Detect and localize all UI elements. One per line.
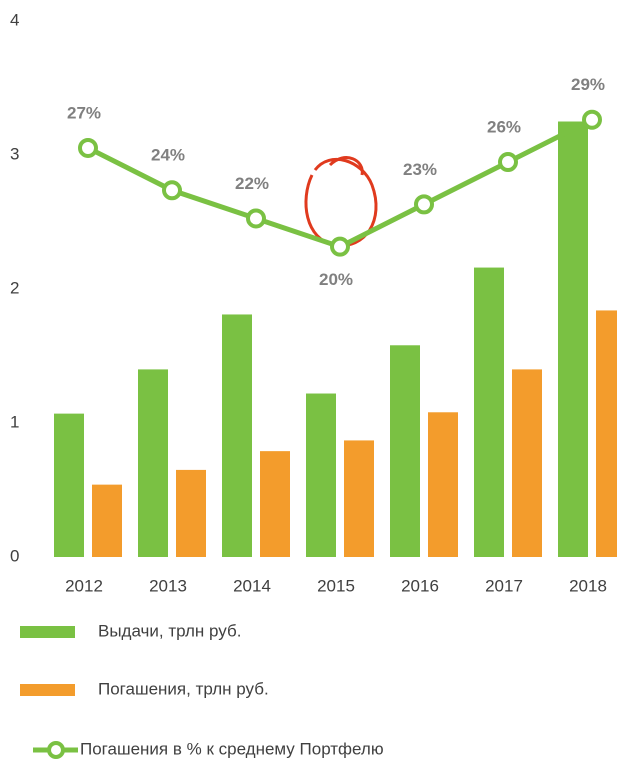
bar [260,451,290,557]
legend-label: Выдачи, трлн руб. [98,621,241,640]
line-marker [162,180,182,201]
bar [390,345,420,557]
bar [512,369,542,557]
data-label: 20% [319,270,353,289]
bar [176,469,206,557]
legend-marker [47,741,65,759]
x-tick-label: 2018 [569,576,607,595]
bar [428,412,458,557]
data-label: 22% [235,174,269,193]
x-tick-label: 2012 [65,576,103,595]
legend-swatch [20,626,75,638]
y-tick-label: 3 [10,144,19,163]
line-marker [330,236,350,257]
y-tick-label: 4 [10,10,19,29]
data-label: 23% [403,160,437,179]
data-label: 27% [67,103,101,122]
bar [92,484,122,557]
x-tick-label: 2013 [149,576,187,595]
bar [344,440,374,557]
x-tick-label: 2015 [317,576,355,595]
x-tick-label: 2016 [401,576,439,595]
bar [474,267,504,557]
legend-label: Погашения, трлн руб. [98,679,269,698]
line-marker [498,152,518,173]
x-tick-label: 2014 [233,576,271,595]
bar [306,393,336,557]
line-marker [582,109,602,130]
bar [558,121,588,557]
data-label: 24% [151,146,185,165]
line-marker [78,137,98,158]
x-tick-label: 2017 [485,576,523,595]
bar [222,314,252,557]
line-marker [414,194,434,215]
legend-swatch [20,684,75,696]
bar [54,413,84,557]
line [86,117,594,250]
legend-label: Погашения в % к среднему Портфелю [80,739,384,758]
y-tick-label: 2 [10,278,19,297]
bar [596,310,617,557]
line-marker [246,208,266,229]
data-label: 26% [487,118,521,137]
y-tick-label: 0 [10,546,19,565]
y-tick-label: 1 [10,412,19,431]
bar [138,369,168,557]
data-label: 29% [571,75,605,94]
